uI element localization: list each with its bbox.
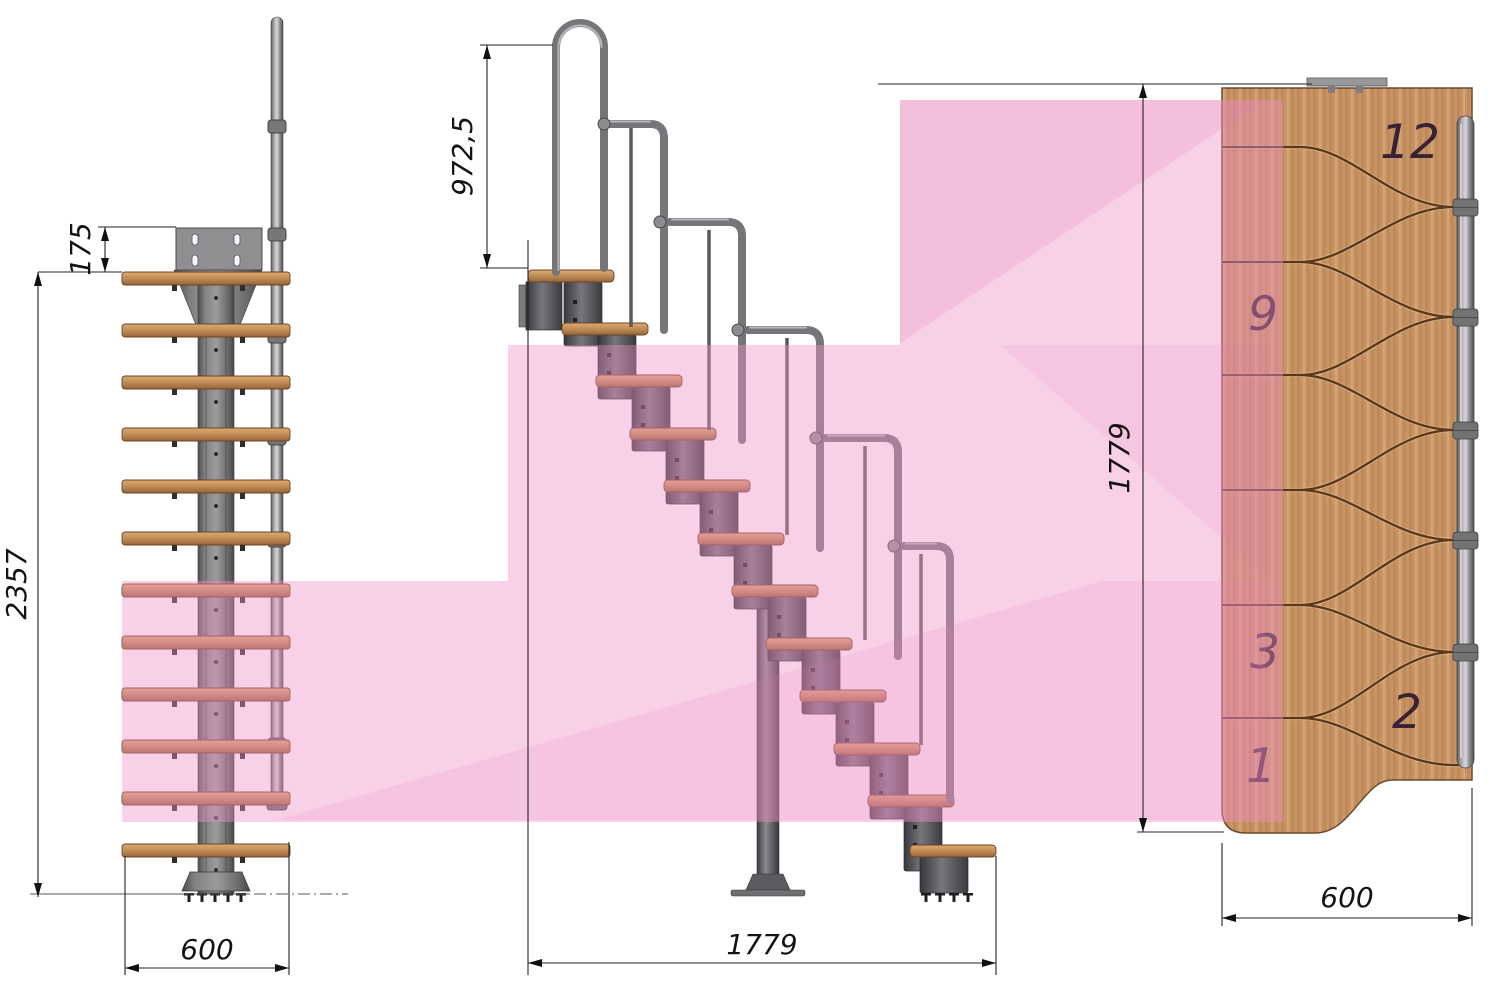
front-base-flare: [181, 871, 251, 892]
side-post-baseplate: [730, 889, 806, 897]
side-handrails: [552, 19, 954, 804]
side-post-flare: [745, 873, 791, 891]
side-wall-bracket: [525, 281, 563, 331]
front-column: [197, 271, 235, 894]
dim-label-2357: 2357: [0, 548, 33, 619]
side-handrail-sheen: [557, 24, 937, 545]
dimension-lines: [37, 44, 1473, 975]
side-view: [518, 19, 997, 902]
dim-label-600-plan: 600: [1320, 881, 1373, 914]
dim-label-1779-plan: 1779: [1103, 422, 1136, 493]
overlay-wedge-middle: [1000, 345, 1265, 575]
dim-label-972-5: 972,5: [446, 116, 479, 196]
step-number-2: 2: [1392, 685, 1422, 740]
projection-overlay: [122, 100, 1283, 822]
overlay-wedge-top: [900, 100, 1265, 343]
front-treads: [121, 271, 291, 858]
overlay-wedge-bottom: [277, 581, 1265, 820]
plan-view: 12 9 3 2 1: [1221, 77, 1479, 834]
side-balusters: [629, 128, 923, 745]
side-wall-plate: [518, 284, 527, 328]
dim-label-1779-side: 1779: [726, 928, 797, 961]
front-base-bolts: [184, 893, 246, 902]
dimension-arrows: [34, 45, 1472, 972]
step-number-12: 12: [1380, 115, 1440, 170]
dim-label-175: 175: [64, 222, 97, 275]
front-column-bolts: [214, 296, 218, 872]
dimension-labels: 175 2357 600 972,5 1779 1779 600: [0, 116, 1374, 966]
plan-bracket-stub: [1328, 85, 1335, 93]
overlay-stepped-band: [122, 100, 1283, 822]
step-number-3: 3: [1250, 625, 1280, 680]
side-rail-clamps: [597, 117, 901, 553]
plan-board-outline: [1221, 87, 1473, 834]
side-treads: [527, 269, 997, 858]
plan-bracket-stub: [1356, 85, 1363, 93]
handrail-loop: [552, 19, 608, 276]
front-wall-plate: [175, 227, 263, 271]
front-view: [30, 16, 348, 902]
front-plate-slots: [191, 233, 241, 267]
plan-top-bracket: [1306, 77, 1388, 87]
side-module-bolts: [573, 300, 917, 847]
dim-label-600-front: 600: [180, 933, 233, 966]
step-number-1: 1: [1246, 739, 1276, 794]
plan-tube-collars: [1452, 198, 1479, 662]
plan-board-grain: [1222, 88, 1472, 833]
step-number-9: 9: [1248, 287, 1278, 342]
side-base-bolts: [921, 893, 973, 902]
